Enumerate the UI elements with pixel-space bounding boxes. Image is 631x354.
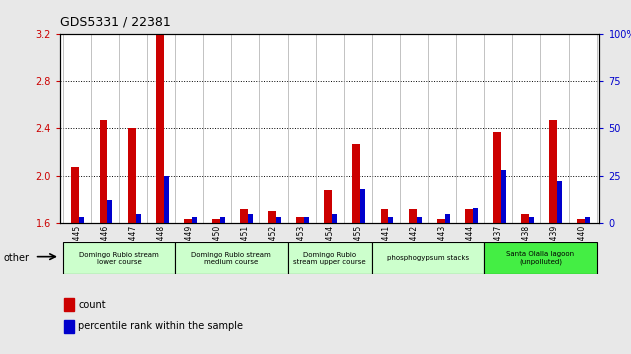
Bar — [372, 242, 484, 274]
Bar — [71, 167, 80, 223]
Bar — [333, 213, 338, 223]
Bar — [297, 217, 304, 223]
Bar — [324, 190, 333, 223]
Bar — [276, 217, 281, 223]
Bar — [107, 200, 112, 223]
Bar — [585, 217, 590, 223]
Bar — [473, 208, 478, 223]
Bar — [493, 132, 501, 223]
Text: Domingo Rubio
stream upper course: Domingo Rubio stream upper course — [293, 252, 366, 265]
Text: count: count — [78, 300, 106, 310]
Bar — [501, 170, 506, 223]
Bar — [465, 209, 473, 223]
Bar — [64, 298, 74, 311]
Bar — [353, 144, 360, 223]
Bar — [64, 320, 74, 333]
Bar — [437, 219, 445, 223]
Bar — [184, 219, 192, 223]
Bar — [304, 217, 309, 223]
Bar — [288, 242, 372, 274]
Bar — [416, 217, 422, 223]
Bar — [136, 213, 141, 223]
Bar — [268, 211, 276, 223]
Bar — [175, 242, 288, 274]
Bar — [577, 219, 585, 223]
Text: Domingo Rubio stream
lower course: Domingo Rubio stream lower course — [79, 252, 159, 265]
Bar — [212, 219, 220, 223]
Bar — [156, 34, 163, 223]
Bar — [100, 120, 107, 223]
Bar — [445, 213, 450, 223]
Text: percentile rank within the sample: percentile rank within the sample — [78, 321, 244, 331]
Bar — [127, 129, 136, 223]
Bar — [549, 120, 557, 223]
Bar — [521, 213, 529, 223]
Bar — [380, 209, 389, 223]
Bar — [484, 242, 597, 274]
Bar — [192, 217, 197, 223]
Text: Domingo Rubio stream
medium course: Domingo Rubio stream medium course — [191, 252, 271, 265]
Text: Santa Olalla lagoon
(unpolluted): Santa Olalla lagoon (unpolluted) — [507, 251, 574, 266]
Bar — [163, 176, 168, 223]
Bar — [248, 213, 253, 223]
Bar — [62, 242, 175, 274]
Bar — [389, 217, 394, 223]
Bar — [529, 217, 534, 223]
Bar — [240, 209, 248, 223]
Bar — [409, 209, 416, 223]
Bar — [557, 181, 562, 223]
Text: other: other — [3, 253, 29, 263]
Text: GDS5331 / 22381: GDS5331 / 22381 — [60, 16, 171, 29]
Bar — [360, 189, 365, 223]
Bar — [80, 217, 85, 223]
Bar — [220, 217, 225, 223]
Text: phosphogypsum stacks: phosphogypsum stacks — [387, 256, 469, 261]
